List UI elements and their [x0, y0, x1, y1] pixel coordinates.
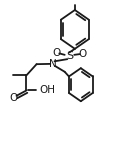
- Text: N: N: [49, 59, 57, 69]
- Text: O: O: [79, 49, 87, 59]
- Text: O: O: [52, 48, 60, 58]
- Text: O: O: [10, 93, 18, 103]
- Text: S: S: [66, 51, 73, 61]
- Text: OH: OH: [39, 85, 55, 95]
